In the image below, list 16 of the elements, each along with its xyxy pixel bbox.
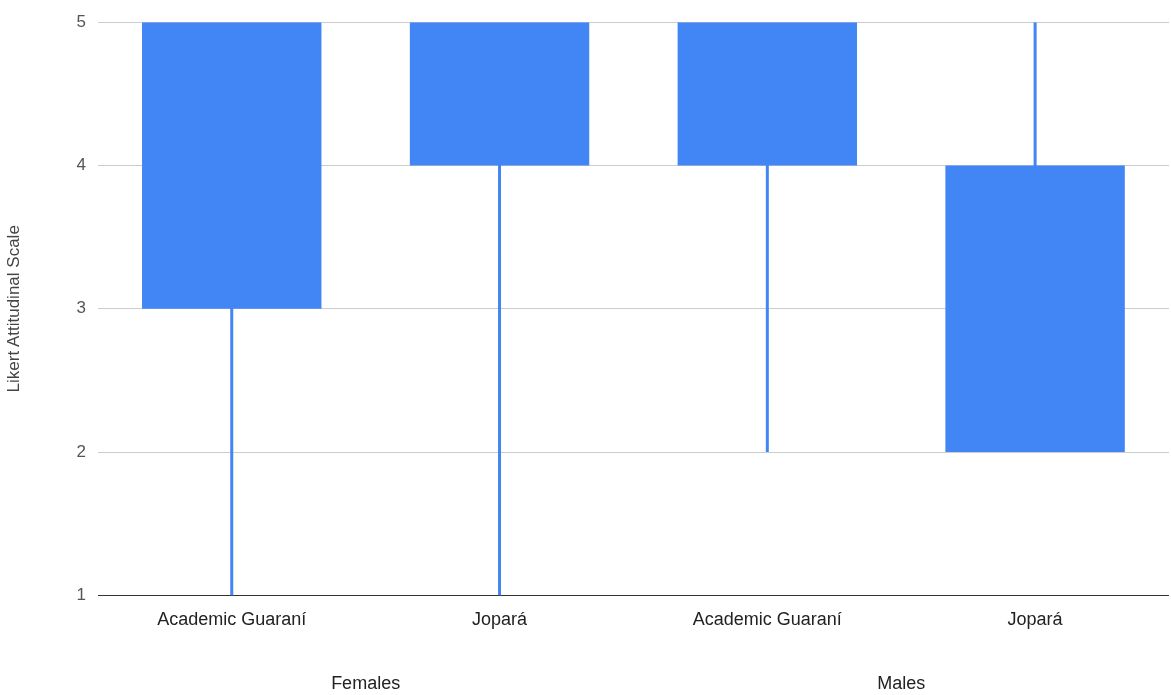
candlestick xyxy=(945,22,1125,453)
candlestick xyxy=(677,22,858,453)
x-tick-label: Academic Guaraní xyxy=(692,609,842,630)
y-tick-label: 1 xyxy=(76,585,86,605)
x-tick-label: Jopará xyxy=(1007,609,1064,630)
x-tick-label: Academic Guaraní xyxy=(157,609,307,630)
y-tick-label: 4 xyxy=(76,155,86,175)
y-tick-label: 5 xyxy=(76,11,86,31)
x-tick-label: Jopará xyxy=(472,609,529,630)
text: Females xyxy=(331,672,401,693)
y-axis-title: Likert Attitudinal Scale xyxy=(3,225,23,393)
text: Males xyxy=(877,672,926,693)
candlestick xyxy=(409,22,590,596)
y-tick-label: 2 xyxy=(76,441,86,461)
candlestick xyxy=(142,22,322,596)
y-tick-label: 3 xyxy=(76,298,86,318)
